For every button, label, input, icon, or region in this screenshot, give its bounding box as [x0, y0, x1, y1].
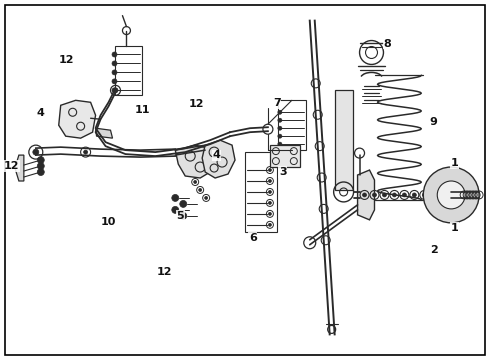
Circle shape — [269, 223, 271, 226]
Circle shape — [180, 201, 187, 207]
Text: 7: 7 — [273, 98, 281, 108]
Text: 12: 12 — [4, 161, 20, 171]
Circle shape — [432, 193, 436, 197]
Circle shape — [180, 212, 187, 219]
Circle shape — [37, 157, 44, 163]
Circle shape — [269, 190, 271, 193]
Circle shape — [383, 193, 387, 197]
Text: 5: 5 — [176, 211, 184, 221]
Polygon shape — [358, 170, 374, 220]
Circle shape — [112, 88, 117, 93]
Text: 11: 11 — [135, 105, 150, 115]
Circle shape — [112, 70, 117, 75]
Circle shape — [437, 181, 465, 209]
Text: 8: 8 — [384, 39, 392, 49]
Circle shape — [172, 194, 179, 201]
Polygon shape — [175, 145, 215, 178]
Text: 1: 1 — [450, 223, 458, 233]
Circle shape — [422, 193, 426, 197]
Circle shape — [423, 167, 479, 223]
Circle shape — [269, 180, 271, 183]
Circle shape — [37, 168, 44, 176]
Text: 12: 12 — [59, 55, 74, 66]
Circle shape — [372, 193, 376, 197]
Polygon shape — [15, 155, 24, 181]
Circle shape — [198, 189, 202, 192]
Text: 3: 3 — [279, 167, 287, 177]
Circle shape — [402, 193, 406, 197]
Circle shape — [205, 197, 208, 199]
Circle shape — [452, 193, 456, 197]
Circle shape — [278, 134, 282, 138]
Circle shape — [172, 206, 179, 213]
Text: 10: 10 — [101, 217, 116, 227]
Circle shape — [278, 110, 282, 114]
Circle shape — [278, 126, 282, 130]
Polygon shape — [59, 100, 96, 138]
Circle shape — [392, 193, 396, 197]
Text: 4: 4 — [37, 108, 45, 118]
Circle shape — [112, 61, 117, 66]
Circle shape — [278, 118, 282, 122]
Circle shape — [194, 180, 196, 184]
Circle shape — [269, 201, 271, 204]
Text: 4: 4 — [212, 150, 220, 160]
Circle shape — [84, 150, 88, 154]
Polygon shape — [270, 145, 300, 167]
Circle shape — [112, 79, 117, 84]
Circle shape — [269, 168, 271, 171]
Circle shape — [278, 142, 282, 146]
Circle shape — [413, 193, 416, 197]
Text: 6: 6 — [249, 233, 257, 243]
Circle shape — [442, 193, 446, 197]
Text: 9: 9 — [429, 117, 437, 127]
Polygon shape — [335, 90, 353, 190]
Circle shape — [37, 163, 44, 170]
Circle shape — [112, 52, 117, 57]
Text: 2: 2 — [430, 245, 438, 255]
Text: 12: 12 — [157, 267, 172, 276]
Text: 12: 12 — [189, 99, 204, 109]
Polygon shape — [96, 128, 113, 138]
Polygon shape — [202, 140, 235, 178]
Circle shape — [33, 149, 39, 155]
Circle shape — [363, 193, 367, 197]
Circle shape — [113, 88, 118, 93]
Text: 1: 1 — [450, 158, 458, 168]
Circle shape — [269, 212, 271, 215]
